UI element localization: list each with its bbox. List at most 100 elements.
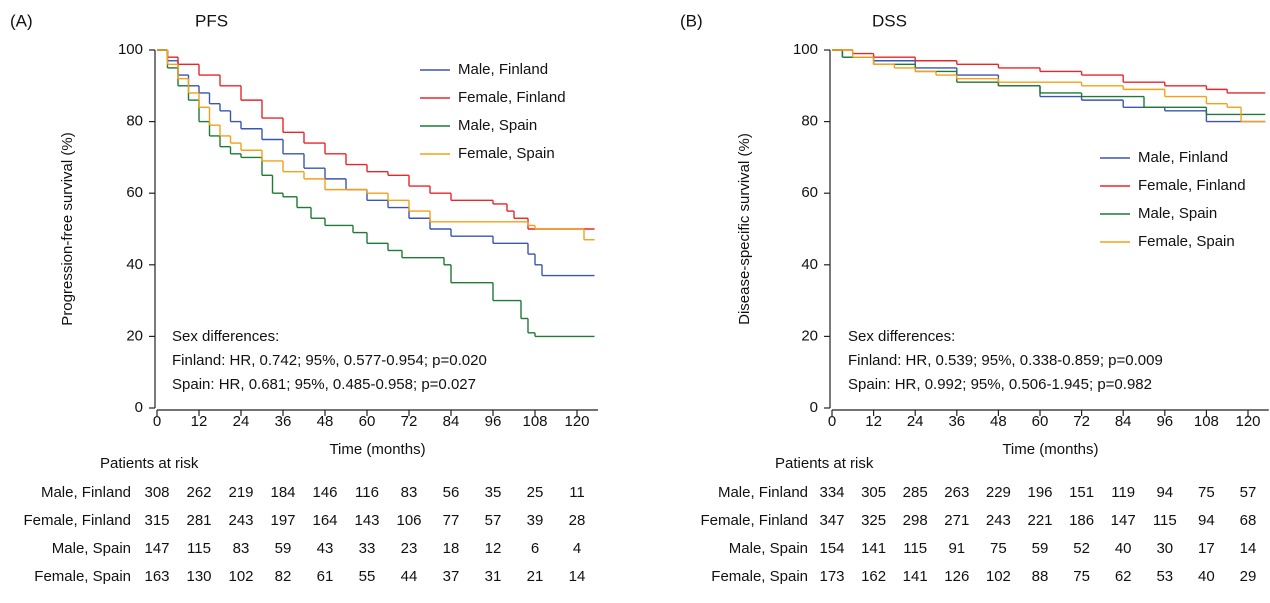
x-tick-label: 36 [948,413,965,430]
x-tick-label: 120 [564,413,589,430]
risk-count: 30 [1156,540,1173,557]
y-axis-label: Progression-free survival (%) [59,132,76,325]
risk-count: 29 [1240,568,1257,585]
x-axis-label: Time (months) [329,441,425,458]
risk-count: 115 [1153,512,1177,529]
risk-count: 334 [819,484,844,501]
risk-table-title: Patients at risk [100,455,199,472]
annotation: Spain: HR, 0.992; 95%, 0.506-1.945; p=0.… [848,376,1152,393]
legend-label: Male, Finland [458,61,548,78]
risk-row-label: Male, Spain [729,540,808,557]
risk-count: 40 [1115,540,1132,557]
risk-count: 31 [485,568,502,585]
legend-label: Male, Spain [458,117,537,134]
risk-row-label: Male, Finland [718,484,808,501]
risk-count: 23 [401,540,418,557]
risk-count: 196 [1027,484,1052,501]
risk-row-label: Male, Spain [52,540,131,557]
risk-count: 146 [312,484,337,501]
y-tick-label: 100 [793,41,818,58]
legend-label: Female, Spain [1138,233,1235,250]
risk-count: 61 [317,568,334,585]
y-tick-label: 40 [801,256,818,273]
x-tick-label: 0 [828,413,836,430]
risk-count: 162 [861,568,886,585]
risk-count: 221 [1027,512,1052,529]
risk-count: 75 [990,540,1007,557]
x-tick-label: 48 [317,413,334,430]
risk-count: 37 [443,568,460,585]
y-tick-label: 0 [135,399,143,416]
risk-count: 33 [359,540,376,557]
risk-count: 184 [270,484,295,501]
risk-row-label: Female, Finland [23,512,131,529]
risk-count: 68 [1240,512,1257,529]
risk-count: 151 [1069,484,1094,501]
risk-count: 197 [270,512,295,529]
risk-count: 325 [861,512,886,529]
risk-row-label: Female, Finland [700,512,808,529]
risk-count: 40 [1198,568,1215,585]
risk-count: 298 [903,512,928,529]
risk-count: 88 [1032,568,1049,585]
risk-count: 57 [485,512,502,529]
y-tick-label: 80 [126,113,143,130]
risk-count: 141 [903,568,928,585]
risk-count: 75 [1073,568,1090,585]
risk-count: 94 [1198,512,1215,529]
risk-count: 35 [485,484,502,501]
x-tick-label: 84 [443,413,460,430]
risk-count: 102 [986,568,1011,585]
risk-count: 57 [1240,484,1257,501]
risk-count: 14 [569,568,586,585]
annotation: Sex differences: [172,328,279,345]
x-tick-label: 84 [1115,413,1132,430]
risk-count: 173 [819,568,844,585]
risk-count: 243 [986,512,1011,529]
y-axis-label: Disease-specific survival (%) [736,133,753,325]
risk-row-label: Female, Spain [34,568,131,585]
x-tick-label: 12 [865,413,882,430]
legend-label: Female, Spain [458,145,555,162]
risk-count: 154 [819,540,844,557]
risk-count: 308 [144,484,169,501]
risk-count: 82 [275,568,292,585]
x-tick-label: 24 [907,413,924,430]
x-tick-label: 60 [1032,413,1049,430]
risk-count: 44 [401,568,418,585]
y-tick-label: 0 [810,399,818,416]
risk-count: 163 [144,568,169,585]
risk-count: 130 [186,568,211,585]
x-tick-label: 72 [1073,413,1090,430]
risk-count: 263 [944,484,969,501]
risk-count: 141 [861,540,886,557]
risk-count: 4 [573,540,581,557]
legend-label: Female, Finland [1138,177,1246,194]
y-tick-label: 20 [126,327,143,344]
risk-count: 281 [186,512,211,529]
risk-count: 28 [569,512,586,529]
risk-row-label: Female, Spain [711,568,808,585]
risk-count: 147 [144,540,169,557]
x-tick-label: 96 [485,413,502,430]
risk-count: 305 [861,484,886,501]
risk-count: 147 [1111,512,1136,529]
annotation: Sex differences: [848,328,955,345]
x-tick-label: 36 [275,413,292,430]
y-tick-label: 40 [126,256,143,273]
chart-title: DSS [872,11,907,30]
y-tick-label: 60 [801,184,818,201]
risk-count: 102 [228,568,253,585]
annotation: Finland: HR, 0.539; 95%, 0.338-0.859; p=… [848,352,1163,369]
risk-count: 12 [485,540,502,557]
x-tick-label: 48 [990,413,1007,430]
risk-count: 59 [275,540,292,557]
risk-count: 6 [531,540,539,557]
risk-count: 83 [401,484,418,501]
risk-count: 62 [1115,568,1132,585]
risk-count: 75 [1198,484,1215,501]
risk-count: 25 [527,484,544,501]
annotation: Finland: HR, 0.742; 95%, 0.577-0.954; p=… [172,352,487,369]
x-tick-label: 108 [1194,413,1219,430]
